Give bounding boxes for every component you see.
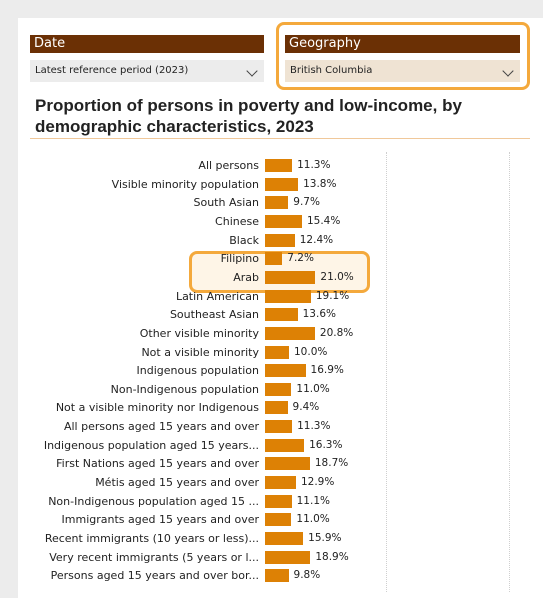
bar[interactable] (265, 401, 288, 415)
bar[interactable] (265, 252, 283, 266)
data-label: 7.2% (287, 252, 314, 265)
category-label: All persons (198, 159, 259, 172)
category-label: South Asian (193, 196, 260, 210)
title-divider (30, 138, 530, 139)
category-label: Immigrants aged 15 years and over (61, 513, 259, 527)
geography-slicer-value: British Columbia (290, 65, 373, 76)
geography-highlight (276, 22, 530, 90)
bar[interactable] (265, 476, 296, 490)
bar[interactable] (265, 270, 316, 284)
bar[interactable] (265, 289, 311, 303)
data-label: 9.7% (293, 196, 320, 209)
bar[interactable] (265, 457, 310, 471)
bar[interactable] (265, 438, 305, 452)
data-label: 21.0% (320, 270, 354, 283)
bar[interactable] (265, 308, 298, 322)
bar[interactable] (265, 345, 289, 359)
category-label: Non-Indigenous population (110, 382, 259, 396)
data-label: 13.6% (302, 308, 336, 321)
data-label: 18.9% (315, 550, 349, 563)
date-slicer-value: Latest reference period (2023) (35, 65, 189, 76)
data-label: 16.3% (309, 438, 343, 451)
category-label: Latin American (175, 289, 259, 303)
data-label: 10.0% (294, 345, 328, 358)
category-label: Persons aged 15 years and over bor... (50, 569, 259, 583)
category-label: Visible minority population (111, 177, 259, 191)
data-label: 11.3% (297, 420, 331, 433)
category-label: Indigenous population aged 15 years... (43, 438, 259, 452)
data-label: 16.9% (310, 364, 344, 377)
bar[interactable] (265, 159, 293, 172)
category-label: Indigenous population (136, 364, 259, 378)
data-label: 9.8% (293, 569, 321, 582)
bar[interactable] (265, 494, 292, 508)
category-label: Non-Indigenous population aged 15 ... (48, 494, 259, 508)
category-label: All persons aged 15 years and over (63, 420, 259, 434)
category-label: Southeast Asian (169, 308, 259, 322)
category-label: Other visible minority (139, 326, 259, 340)
chevron-down-icon (246, 65, 258, 77)
category-label: First Nations aged 15 years and over (56, 457, 259, 471)
category-label: Arab (233, 270, 259, 284)
data-label: 11.0% (296, 513, 330, 526)
data-label: 15.9% (308, 532, 342, 544)
category-label: Black (229, 233, 259, 247)
category-label: Métis aged 15 years and over (95, 476, 259, 490)
chart-title: Proportion of persons in poverty and low… (35, 96, 462, 136)
category-label: Chinese (215, 214, 259, 228)
data-label: 11.0% (296, 382, 330, 395)
category-label: Very recent immigrants (5 years or l... (49, 550, 259, 564)
category-label: Recent immigrants (10 years or less)... (44, 532, 259, 545)
category-label: Not a visible minority (141, 345, 259, 359)
data-label: 9.4% (292, 401, 320, 414)
category-label: Not a visible minority nor Indigenous (55, 401, 259, 415)
bar[interactable] (265, 233, 295, 247)
date-slicer-dropdown[interactable]: Latest reference period (2023) (30, 60, 264, 82)
data-label: 15.4% (306, 214, 341, 227)
gridline (386, 152, 387, 592)
data-label: 11.1% (296, 494, 330, 507)
date-slicer-header: Date (30, 35, 264, 53)
data-label: 12.4% (299, 233, 334, 246)
bar[interactable] (265, 196, 289, 210)
data-label: 19.1% (315, 289, 350, 302)
bar[interactable] (265, 364, 306, 378)
geography-slicer-header: Geography (285, 35, 520, 53)
bar[interactable] (265, 420, 293, 434)
gridline (509, 152, 510, 592)
data-label: 18.7% (314, 457, 349, 470)
bar[interactable] (265, 382, 292, 396)
bar[interactable] (265, 214, 302, 228)
bar[interactable] (265, 532, 304, 545)
data-label: 11.3% (297, 159, 331, 171)
bar[interactable] (265, 569, 289, 583)
bar[interactable] (265, 550, 311, 564)
bar[interactable] (265, 326, 315, 340)
geography-slicer-dropdown[interactable]: British Columbia (285, 60, 520, 82)
bar[interactable] (265, 177, 299, 191)
data-label: 13.8% (303, 177, 337, 190)
category-label: Filipino (220, 252, 259, 266)
bar[interactable] (265, 513, 292, 527)
data-label: 20.8% (319, 326, 354, 339)
data-label: 12.9% (300, 476, 335, 489)
